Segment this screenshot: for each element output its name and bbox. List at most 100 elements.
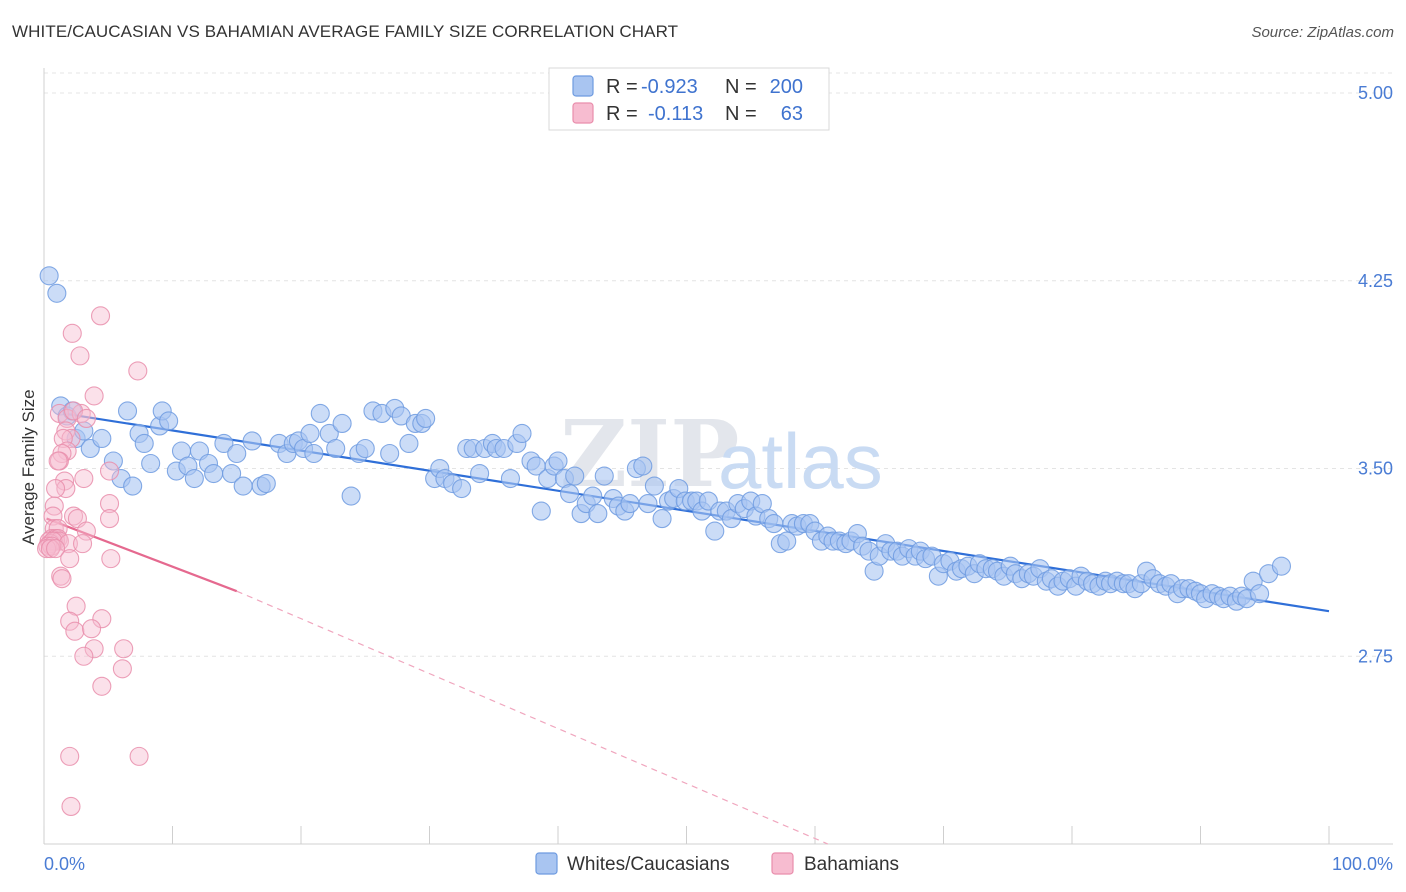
- bottom-legend-label-bahamians: Bahamians: [804, 854, 899, 875]
- tick-labels: 2.75 3.50 4.25 5.00 0.0% 100.0%: [44, 83, 1393, 874]
- point-whites: [594, 466, 614, 486]
- point-whites: [256, 473, 276, 494]
- point-whites: [565, 466, 585, 486]
- point-bahamians: [52, 569, 72, 589]
- point-bahamians: [90, 306, 111, 326]
- point-whites: [416, 408, 436, 429]
- point-bahamians: [46, 478, 66, 499]
- legend-swatch-whites: [572, 75, 594, 97]
- point-bahamians: [92, 676, 112, 696]
- point-bahamians: [101, 549, 121, 569]
- x-tick-label: 100.0%: [1332, 854, 1393, 874]
- point-bahamians: [99, 461, 120, 481]
- point-whites: [500, 468, 521, 489]
- legend-n-label: N =: [725, 76, 757, 98]
- point-bahamians: [128, 361, 148, 381]
- chart-title: WHITE/CAUCASIAN VS BAHAMIAN AVERAGE FAMI…: [12, 22, 679, 41]
- point-whites: [92, 428, 112, 449]
- bottom-legend-swatch-whites: [535, 852, 558, 875]
- point-bahamians: [60, 549, 80, 569]
- point-whites: [204, 463, 224, 484]
- legend-r-label: R =: [606, 76, 638, 98]
- gridlines: [44, 72, 1393, 657]
- trend-line-bahamians-extension: [236, 590, 829, 845]
- point-bahamians: [56, 478, 76, 499]
- legend-swatch-bahamians: [572, 102, 594, 124]
- legend: R = -0.923 N = 200 R = -0.113 N = 63: [548, 67, 830, 131]
- point-whites: [117, 401, 138, 421]
- point-whites: [341, 486, 361, 506]
- point-bahamians: [61, 428, 81, 449]
- point-whites: [512, 423, 532, 444]
- point-whites: [214, 433, 234, 454]
- point-whites: [123, 476, 143, 496]
- y-axis-title: Average Family Size: [19, 389, 38, 545]
- point-bahamians: [58, 534, 78, 554]
- bottom-legend-swatch-bahamians: [771, 852, 794, 875]
- point-whites: [47, 283, 67, 303]
- point-whites: [134, 433, 154, 454]
- point-whites: [644, 476, 664, 496]
- point-whites: [141, 453, 161, 474]
- point-whites: [233, 476, 253, 496]
- point-bahamians: [48, 451, 68, 471]
- point-bahamians: [65, 621, 85, 641]
- point-whites: [355, 438, 375, 459]
- point-bahamians: [60, 611, 80, 631]
- point-whites: [326, 438, 346, 459]
- data-points: [37, 266, 1292, 817]
- legend-r-value: -0.113: [648, 103, 703, 125]
- point-whites: [560, 483, 580, 504]
- point-whites: [652, 509, 672, 529]
- point-whites: [620, 494, 640, 514]
- y-tick-label: 2.75: [1358, 646, 1393, 666]
- chart-source: Source: ZipAtlas.com: [1251, 24, 1394, 41]
- point-bahamians: [44, 496, 64, 516]
- bottom-legend: Whites/Caucasians Bahamians: [535, 852, 899, 875]
- point-whites: [531, 501, 551, 521]
- point-whites: [1250, 584, 1270, 604]
- point-bahamians: [112, 659, 132, 679]
- legend-n-label: N =: [725, 103, 757, 125]
- point-whites: [103, 451, 123, 471]
- point-whites: [380, 443, 400, 464]
- point-bahamians: [62, 323, 82, 343]
- point-bahamians: [70, 346, 90, 366]
- point-whites: [705, 521, 725, 541]
- point-whites: [764, 514, 784, 534]
- point-whites: [242, 431, 262, 451]
- point-whites: [184, 468, 204, 489]
- point-bahamians: [53, 428, 73, 449]
- point-bahamians: [81, 619, 102, 639]
- point-bahamians: [92, 609, 112, 629]
- legend-r-label: R =: [606, 103, 638, 125]
- point-bahamians: [73, 534, 93, 554]
- x-tick-label: 0.0%: [44, 854, 85, 874]
- legend-n-value: 63: [781, 103, 803, 125]
- point-bahamians: [46, 539, 66, 559]
- y-tick-label: 4.25: [1358, 271, 1393, 291]
- legend-n-value: 200: [770, 76, 803, 98]
- watermark-atlas: atlas: [718, 417, 883, 505]
- point-bahamians: [74, 646, 94, 666]
- point-bahamians: [60, 746, 80, 766]
- y-tick-label: 3.50: [1358, 459, 1393, 479]
- axes: [43, 68, 1393, 845]
- point-whites: [470, 463, 490, 484]
- point-whites: [399, 433, 419, 454]
- legend-r-value: -0.923: [641, 76, 698, 98]
- point-whites: [583, 486, 603, 506]
- point-bahamians: [74, 468, 94, 489]
- point-whites: [548, 451, 568, 471]
- trend-line-bahamians: [46, 517, 238, 593]
- point-whites: [159, 411, 179, 431]
- point-bahamians: [76, 408, 96, 429]
- point-bahamians: [84, 639, 104, 659]
- point-bahamians: [129, 746, 149, 766]
- point-bahamians: [99, 509, 120, 529]
- point-bahamians: [61, 796, 81, 817]
- point-bahamians: [76, 521, 96, 541]
- point-whites: [227, 443, 247, 464]
- point-whites: [777, 531, 797, 551]
